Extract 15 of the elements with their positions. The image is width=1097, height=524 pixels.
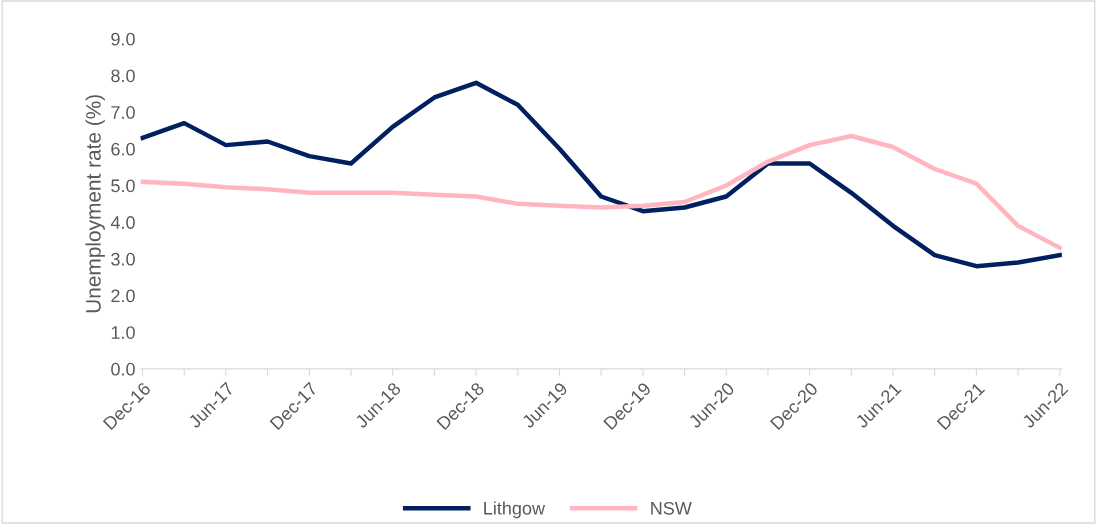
y-tick-label: 9.0 (111, 32, 135, 46)
y-tick-label: 1.0 (111, 326, 135, 339)
y-tick-label: 2.0 (111, 289, 135, 303)
legend-label: NSW (651, 501, 692, 515)
line-series (140, 133, 1062, 251)
y-tick-label: 6.0 (111, 142, 135, 156)
y-tick-label: 5.0 (111, 179, 135, 193)
y-axis-title: Unemployment rate (%) (85, 95, 105, 313)
y-tick-label: 8.0 (111, 69, 135, 83)
y-tick-label: 0.0 (111, 362, 135, 376)
y-tick-label: 7.0 (111, 106, 135, 119)
y-tick-label: 3.0 (111, 252, 135, 266)
line-series (140, 80, 1062, 269)
y-tick-label: 4.0 (110, 216, 135, 229)
legend-label: Lithgow (484, 501, 546, 519)
